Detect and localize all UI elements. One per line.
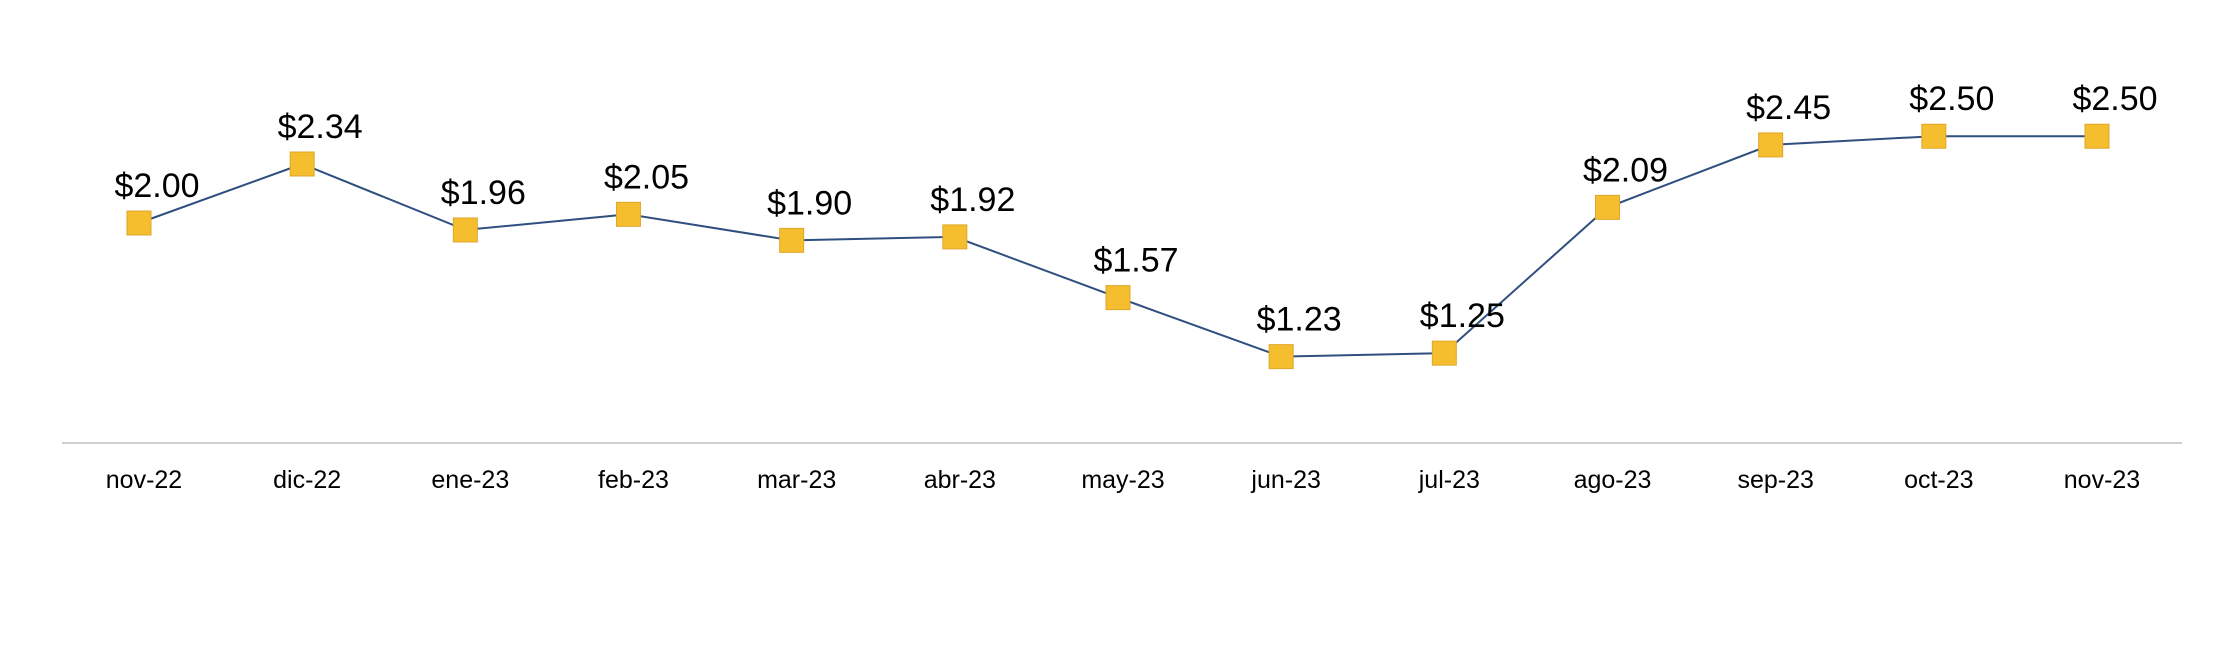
data-point-ene-23 [452, 217, 478, 243]
data-label-ene-23: $1.96 [441, 174, 526, 212]
series-markers-group [126, 123, 2110, 370]
x-tick-label-sep-23: sep-23 [1737, 466, 1813, 494]
data-point-feb-23 [616, 201, 641, 227]
data-point-ago-23 [1595, 194, 1620, 220]
data-label-nov-23: $2.50 [2072, 80, 2157, 118]
data-point-abr-23 [942, 224, 968, 250]
data-label-oct-23: $2.50 [1909, 80, 1994, 118]
data-point-jul-23 [1431, 340, 1457, 366]
data-point-nov-22 [126, 210, 152, 236]
data-label-jun-23: $1.23 [1257, 301, 1342, 339]
x-tick-label-ene-23: ene-23 [431, 466, 509, 494]
data-label-dic-22: $2.34 [278, 108, 363, 146]
x-tick-label-mar-23: mar-23 [757, 466, 836, 494]
x-tick-label-nov-22: nov-22 [106, 466, 182, 494]
x-tick-label-oct-23: oct-23 [1904, 466, 1973, 494]
x-tick-label-may-23: may-23 [1081, 466, 1164, 494]
data-point-may-23 [1105, 285, 1131, 311]
data-point-mar-23 [779, 227, 805, 253]
x-tick-label-ago-23: ago-23 [1574, 466, 1652, 494]
data-point-dic-22 [289, 151, 315, 177]
x-tick-label-abr-23: abr-23 [924, 466, 996, 494]
data-labels-group: $2.00 $2.34 $1.96 $2.05 $1.90 $1.92 $1.57 $1.23… [114, 80, 2157, 338]
data-label-mar-23: $1.90 [767, 184, 852, 222]
data-point-sep-23 [1758, 132, 1784, 158]
data-label-jul-23: $1.25 [1420, 297, 1505, 335]
x-tick-label-dic-22: dic-22 [273, 466, 341, 494]
data-point-oct-23 [1921, 123, 1947, 149]
data-label-nov-22: $2.00 [114, 167, 199, 205]
data-label-sep-23: $2.45 [1746, 89, 1831, 127]
x-tick-label-jun-23: jun-23 [1250, 466, 1321, 494]
data-point-jun-23 [1268, 344, 1294, 370]
data-label-ago-23: $2.09 [1583, 151, 1668, 189]
x-tick-label-nov-23: nov-23 [2064, 466, 2140, 494]
data-label-may-23: $1.57 [1093, 242, 1178, 280]
data-label-feb-23: $2.05 [604, 158, 689, 196]
data-point-nov-23 [2084, 123, 2110, 149]
x-tick-labels-group: nov-22 dic-22 ene-23 feb-23 mar-23 abr-23 may-… [106, 466, 2140, 494]
data-label-abr-23: $1.92 [930, 181, 1015, 219]
x-tick-label-jul-23: jul-23 [1418, 466, 1480, 494]
x-tick-label-feb-23: feb-23 [598, 466, 669, 494]
